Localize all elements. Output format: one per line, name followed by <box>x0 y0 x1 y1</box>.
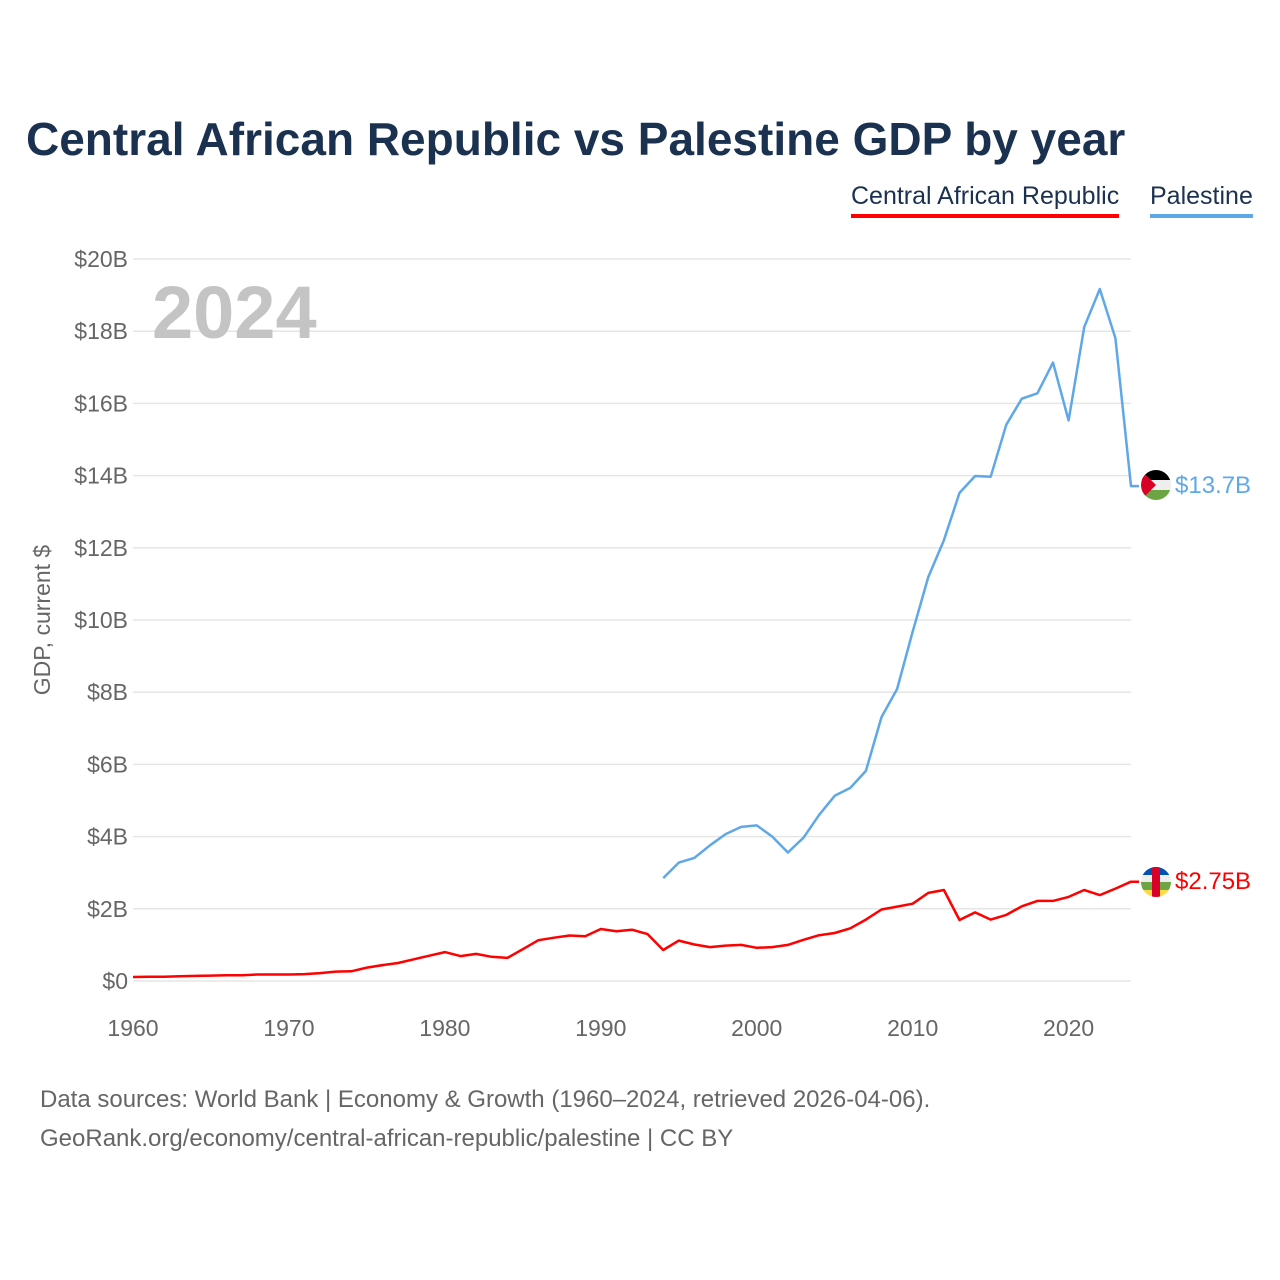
y-tick-label: $18B <box>74 318 128 344</box>
legend-central-african-republic[interactable]: Central African Republic <box>851 182 1120 218</box>
legend-palestine[interactable]: Palestine <box>1150 182 1253 218</box>
y-tick-label: $0 <box>102 968 128 994</box>
x-tick-label: 1960 <box>107 1015 158 1041</box>
y-tick-label: $14B <box>74 463 128 489</box>
central-african-republic-flag-icon <box>1141 867 1171 897</box>
x-tick-label: 2000 <box>731 1015 782 1041</box>
y-axis-label: GDP, current $ <box>29 545 55 696</box>
y-tick-label: $12B <box>74 535 128 561</box>
x-tick-label: 2010 <box>887 1015 938 1041</box>
footer-link[interactable]: GeoRank.org/economy/central-african-repu… <box>40 1125 734 1152</box>
x-tick-label: 1970 <box>263 1015 314 1041</box>
y-tick-label: $20B <box>74 246 128 272</box>
x-tick-label: 2020 <box>1043 1015 1094 1041</box>
chart-title: Central African Republic vs Palestine GD… <box>26 113 1126 165</box>
series-line-central-african-republic <box>132 880 1139 979</box>
y-tick-label: $16B <box>74 390 128 416</box>
series-line-palestine <box>662 287 1139 879</box>
palestine-end-label: $13.7B <box>1175 472 1251 499</box>
car-end-label: $2.75B <box>1175 868 1251 895</box>
y-tick-label: $10B <box>74 607 128 633</box>
footer-sources: Data sources: World Bank | Economy & Gro… <box>40 1086 931 1113</box>
y-tick-label: $2B <box>87 896 128 922</box>
palestine-flag-icon <box>1141 470 1171 500</box>
x-tick-label: 1990 <box>575 1015 626 1041</box>
y-tick-label: $8B <box>87 679 128 705</box>
y-tick-label: $6B <box>87 751 128 777</box>
x-tick-label: 1980 <box>419 1015 470 1041</box>
year-watermark: 2024 <box>152 271 317 354</box>
y-tick-label: $4B <box>87 824 128 850</box>
